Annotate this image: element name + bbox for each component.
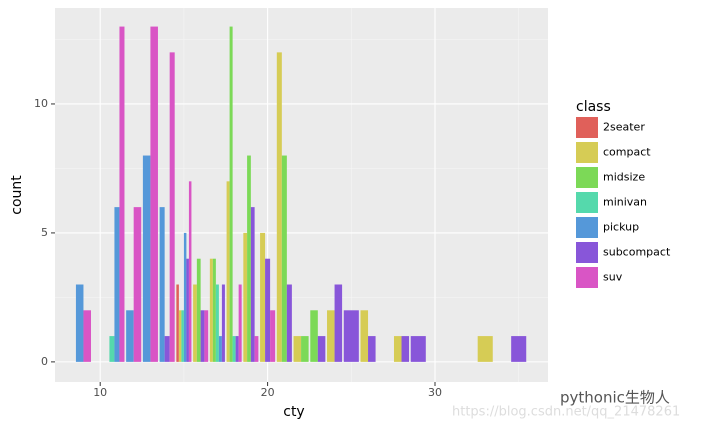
bar [265, 258, 271, 362]
bar [119, 26, 125, 362]
bar [181, 310, 184, 362]
bar [169, 52, 175, 362]
bar [218, 336, 222, 362]
bar [310, 310, 318, 362]
bar [209, 258, 213, 362]
bar [327, 310, 335, 362]
legend-key [576, 242, 598, 263]
y-tick-label: 0 [41, 355, 48, 368]
bar [235, 336, 239, 362]
bar [83, 310, 91, 362]
x-tick-label: 20 [261, 386, 275, 399]
bar [247, 155, 251, 362]
watermark-url: https://blog.csdn.net/qq_21478261 [452, 405, 680, 420]
bar [229, 26, 233, 362]
bar [200, 310, 205, 362]
bar [301, 336, 309, 362]
legend-label: suv [603, 271, 623, 284]
bar [276, 52, 282, 362]
bar [477, 336, 493, 362]
bar [75, 284, 84, 362]
bar [196, 258, 201, 362]
bar [368, 336, 376, 362]
bar [215, 284, 219, 362]
legend-label: 2seater [603, 121, 645, 134]
bar [114, 207, 120, 362]
legend-key [576, 267, 598, 288]
legend-label: midsize [603, 171, 645, 184]
legend-key [576, 117, 598, 138]
bar [204, 310, 209, 362]
legend-key [576, 167, 598, 188]
bar [293, 336, 302, 362]
bar [109, 336, 115, 362]
y-axis-label: count [9, 175, 25, 215]
bar [511, 336, 527, 362]
bar [243, 232, 248, 362]
bar [126, 310, 134, 362]
x-tick-label: 10 [93, 386, 107, 399]
bar [238, 284, 242, 362]
bar [232, 336, 236, 362]
bar [334, 284, 343, 362]
bar [212, 258, 216, 362]
legend-key [576, 142, 598, 163]
bar [410, 336, 426, 362]
bar [401, 336, 410, 362]
bar [260, 232, 266, 362]
bar [221, 284, 225, 362]
bar [281, 155, 287, 362]
bar [270, 310, 276, 362]
bar [343, 310, 359, 362]
y-tick-label: 5 [41, 226, 48, 239]
legend-key [576, 192, 598, 213]
bar [164, 336, 170, 362]
bar [226, 181, 230, 362]
legend-key [576, 217, 598, 238]
legend-title: class [576, 99, 611, 115]
y-tick-label: 10 [34, 97, 48, 110]
x-axis-label: cty [283, 404, 304, 420]
bar [360, 310, 369, 362]
bar [188, 181, 192, 362]
bar [393, 336, 402, 362]
bar [186, 258, 189, 362]
bar [254, 336, 259, 362]
bar [193, 284, 197, 362]
bar [133, 207, 142, 362]
legend-label: minivan [603, 196, 647, 209]
bar [286, 284, 292, 362]
legend-label: subcompact [603, 246, 671, 259]
bar [250, 207, 255, 362]
bar [159, 207, 165, 362]
watermark: pythonic生物人 [560, 389, 670, 407]
bar [150, 26, 158, 362]
bar [178, 310, 182, 362]
x-tick-label: 30 [428, 386, 442, 399]
legend-label: compact [603, 146, 651, 159]
bar [317, 336, 326, 362]
bar [142, 155, 151, 362]
bar [183, 232, 187, 362]
bar [176, 284, 179, 362]
legend-label: pickup [603, 221, 639, 234]
